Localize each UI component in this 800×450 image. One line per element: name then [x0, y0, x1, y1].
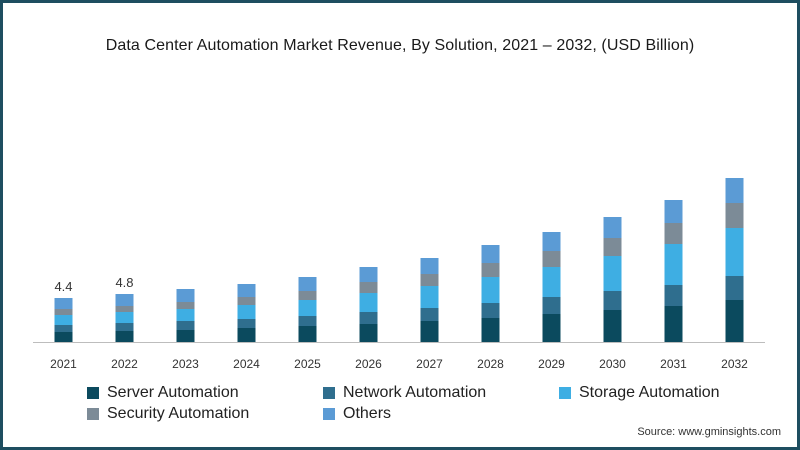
- bar-2022-storage-automation: [115, 312, 134, 323]
- x-tick-label-2030: 2030: [599, 357, 626, 371]
- bar-2030-server-automation: [603, 310, 622, 342]
- bar-2032-others: [725, 178, 744, 203]
- bar-2022-others: [115, 294, 134, 306]
- bar-2021-security-automation: [54, 309, 73, 315]
- legend-item-server-automation: Server Automation: [87, 384, 239, 402]
- legend-swatch-server-automation: [87, 387, 99, 399]
- bar-2029-network-automation: [542, 297, 561, 314]
- bar-2031-server-automation: [664, 306, 683, 342]
- legend-swatch-others: [323, 408, 335, 420]
- bar-2026-network-automation: [359, 312, 378, 324]
- legend-swatch-storage-automation: [559, 387, 571, 399]
- bar-2030-storage-automation: [603, 256, 622, 291]
- bar-2028-storage-automation: [481, 277, 500, 303]
- bar-2024-server-automation: [237, 328, 256, 342]
- bar-2025-storage-automation: [298, 300, 317, 316]
- x-tick-label-2027: 2027: [416, 357, 443, 371]
- bar-2022-security-automation: [115, 306, 134, 312]
- bar-2025-network-automation: [298, 316, 317, 326]
- bar-2026-storage-automation: [359, 293, 378, 312]
- bar-2025-security-automation: [298, 291, 317, 300]
- bar-2027-others: [420, 258, 439, 274]
- bar-2028-security-automation: [481, 263, 500, 277]
- bar-2032-network-automation: [725, 276, 744, 300]
- bar-2022-network-automation: [115, 323, 134, 331]
- bar-2021-others: [54, 298, 73, 309]
- bar-2030-network-automation: [603, 291, 622, 310]
- bar-2031-security-automation: [664, 223, 683, 244]
- legend-label-network-automation: Network Automation: [343, 384, 487, 401]
- legend-item-network-automation: Network Automation: [323, 384, 486, 402]
- bar-2031-network-automation: [664, 285, 683, 306]
- bar-2024-others: [237, 284, 256, 297]
- bar-2023-network-automation: [176, 321, 195, 330]
- x-tick-label-2028: 2028: [477, 357, 504, 371]
- legend-label-storage-automation: Storage Automation: [579, 384, 720, 401]
- bar-2031-others: [664, 200, 683, 223]
- x-tick-label-2029: 2029: [538, 357, 565, 371]
- bar-2021-network-automation: [54, 325, 73, 332]
- bar-2026-others: [359, 267, 378, 282]
- bar-2026-security-automation: [359, 282, 378, 293]
- bar-2032-server-automation: [725, 300, 744, 342]
- bar-2030-others: [603, 217, 622, 238]
- legend-item-security-automation: Security Automation: [87, 405, 249, 423]
- bar-2028-server-automation: [481, 318, 500, 342]
- x-tick-label-2026: 2026: [355, 357, 382, 371]
- data-label-2021: 4.4: [54, 279, 72, 294]
- legend-swatch-security-automation: [87, 408, 99, 420]
- legend-item-storage-automation: Storage Automation: [559, 384, 720, 402]
- bar-2029-server-automation: [542, 314, 561, 342]
- bar-2032-security-automation: [725, 203, 744, 228]
- source-note: Source: www.gminsights.com: [637, 426, 781, 438]
- bar-2032-storage-automation: [725, 228, 744, 276]
- bar-2025-others: [298, 277, 317, 291]
- bar-2029-storage-automation: [542, 267, 561, 297]
- data-label-2022: 4.8: [115, 275, 133, 290]
- bar-2027-storage-automation: [420, 286, 439, 308]
- bar-2022-server-automation: [115, 331, 134, 342]
- bar-2024-network-automation: [237, 319, 256, 328]
- bar-2023-others: [176, 289, 195, 302]
- bar-2029-security-automation: [542, 251, 561, 267]
- chart-title: Data Center Automation Market Revenue, B…: [105, 37, 695, 54]
- x-tick-label-2021: 2021: [50, 357, 77, 371]
- stacked-bar-chart: 2021 4.4 2022 4.8 2023 2024 2025 2026 2027 2028 20…: [33, 178, 765, 371]
- legend-item-others: Others: [323, 405, 391, 423]
- legend-label-security-automation: Security Automation: [107, 405, 250, 422]
- bar-2029-others: [542, 232, 561, 251]
- x-tick-label-2022: 2022: [111, 357, 138, 371]
- x-tick-label-2023: 2023: [172, 357, 199, 371]
- bar-2028-network-automation: [481, 303, 500, 318]
- x-tick-label-2032: 2032: [721, 357, 748, 371]
- x-tick-label-2024: 2024: [233, 357, 260, 371]
- bar-2028-others: [481, 245, 500, 263]
- bar-2021-server-automation: [54, 332, 73, 342]
- bar-2025-server-automation: [298, 326, 317, 342]
- legend-label-server-automation: Server Automation: [107, 384, 239, 401]
- bar-2024-security-automation: [237, 297, 256, 305]
- legend-label-others: Others: [343, 405, 392, 422]
- legend-swatch-network-automation: [323, 387, 335, 399]
- x-tick-label-2031: 2031: [660, 357, 687, 371]
- bar-2021-storage-automation: [54, 315, 73, 325]
- bar-2027-security-automation: [420, 274, 439, 286]
- bar-2026-server-automation: [359, 324, 378, 342]
- bar-2023-storage-automation: [176, 309, 195, 321]
- bar-2027-server-automation: [420, 321, 439, 342]
- bar-2027-network-automation: [420, 308, 439, 321]
- bar-2023-security-automation: [176, 302, 195, 309]
- bar-2024-storage-automation: [237, 305, 256, 319]
- bar-2023-server-automation: [176, 330, 195, 342]
- bar-2030-security-automation: [603, 238, 622, 256]
- x-tick-label-2025: 2025: [294, 357, 321, 371]
- bar-2031-storage-automation: [664, 244, 683, 285]
